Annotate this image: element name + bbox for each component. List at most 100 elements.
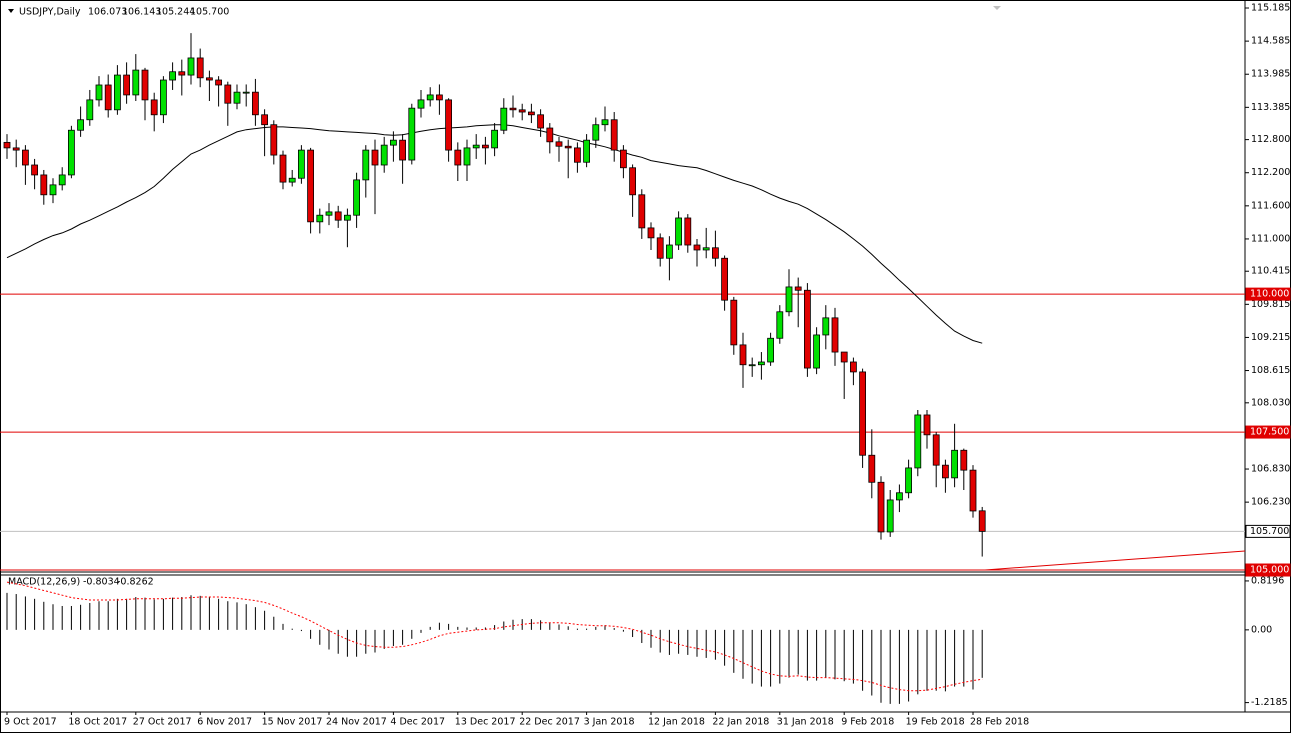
candle-body bbox=[215, 79, 223, 86]
candle-body bbox=[776, 311, 784, 339]
candle-body bbox=[343, 214, 351, 221]
candle-body bbox=[77, 119, 84, 131]
ohlc-close: 105.700 bbox=[190, 7, 229, 18]
candle-body bbox=[960, 449, 968, 471]
candle-body bbox=[454, 149, 462, 166]
x-tick-label: 22 Dec 2017 bbox=[519, 717, 580, 728]
shift-marker bbox=[993, 6, 1001, 10]
candle-body bbox=[417, 99, 425, 109]
trend-line bbox=[984, 550, 1246, 571]
candle-body bbox=[850, 361, 857, 373]
y-tick-label: 109.215 bbox=[1251, 332, 1290, 343]
candle-body bbox=[141, 69, 149, 101]
candle-body bbox=[288, 177, 296, 183]
candle-body bbox=[804, 289, 811, 369]
candle-body bbox=[68, 129, 75, 176]
x-tick-label: 9 Feb 2018 bbox=[841, 717, 894, 728]
x-tick-label: 3 Jan 2018 bbox=[584, 717, 635, 728]
candle-body bbox=[399, 139, 407, 161]
candle-body bbox=[58, 174, 66, 186]
candle-body bbox=[481, 144, 489, 149]
menu-arrow[interactable] bbox=[8, 9, 14, 13]
candle-body bbox=[389, 139, 397, 146]
candle-body bbox=[555, 141, 563, 147]
candle-body bbox=[21, 149, 29, 166]
candle-body bbox=[408, 107, 416, 161]
signal-value: -0.8262 bbox=[117, 577, 154, 588]
candle-body bbox=[518, 109, 526, 113]
x-tick-label: 15 Nov 2017 bbox=[262, 717, 323, 728]
y-tick-label: 111.600 bbox=[1251, 200, 1290, 211]
candle-body bbox=[813, 334, 820, 369]
ohlc-high: 106.143 bbox=[122, 7, 161, 18]
candle-body bbox=[969, 469, 977, 512]
candle-body bbox=[730, 299, 738, 346]
y-tick-label: 106.230 bbox=[1251, 497, 1290, 508]
x-tick-label: 27 Oct 2017 bbox=[133, 717, 192, 728]
x-tick-label: 12 Jan 2018 bbox=[648, 717, 705, 728]
candle-body bbox=[923, 414, 931, 436]
x-tick-label: 24 Nov 2017 bbox=[326, 717, 387, 728]
x-tick-label: 13 Dec 2017 bbox=[455, 717, 516, 728]
candle-body bbox=[463, 147, 471, 166]
candle-body bbox=[592, 124, 600, 141]
x-tick-label: 9 Oct 2017 bbox=[4, 717, 57, 728]
macd-y-tick-label: 0.8196 bbox=[1251, 575, 1284, 586]
y-tick-label: 112.200 bbox=[1251, 167, 1290, 178]
candle-body bbox=[528, 111, 535, 116]
y-tick-label: 114.585 bbox=[1251, 36, 1290, 47]
candle-body bbox=[629, 167, 636, 196]
candle-body bbox=[739, 344, 747, 366]
x-tick-label: 18 Oct 2017 bbox=[68, 717, 127, 728]
y-tick-label: 106.830 bbox=[1251, 464, 1290, 475]
candle-body bbox=[40, 174, 48, 196]
candle-body bbox=[564, 145, 572, 149]
x-tick-label: 19 Feb 2018 bbox=[906, 717, 965, 728]
macd-value: -0.8034 bbox=[83, 577, 120, 588]
candle-body bbox=[86, 99, 94, 121]
y-tick-label: 111.000 bbox=[1251, 233, 1290, 244]
candle-body bbox=[261, 114, 269, 126]
candle-body bbox=[886, 499, 894, 533]
macd-y-tick-label: 0.00 bbox=[1251, 624, 1272, 635]
level-label: 107.500 bbox=[1250, 427, 1289, 438]
candle-body bbox=[656, 237, 664, 259]
candle-body bbox=[546, 127, 554, 143]
candle-body bbox=[877, 481, 885, 533]
candle-body bbox=[978, 510, 986, 532]
candle-body bbox=[666, 244, 673, 259]
candle-body bbox=[426, 94, 434, 101]
candle-body bbox=[537, 114, 544, 129]
macd-signal bbox=[6, 581, 983, 692]
x-tick-label: 6 Nov 2017 bbox=[197, 717, 252, 728]
x-tick-label: 31 Jan 2018 bbox=[777, 717, 834, 728]
ohlc-low: 105.244 bbox=[156, 7, 195, 18]
candle-body bbox=[794, 286, 802, 291]
candle-body bbox=[12, 147, 20, 151]
candle-body bbox=[270, 124, 278, 156]
candle-body bbox=[31, 164, 39, 176]
macd-y-tick-label: -1.2185 bbox=[1251, 697, 1288, 708]
level-label: 105.000 bbox=[1250, 565, 1289, 576]
candle-body bbox=[297, 149, 305, 179]
candle-body bbox=[224, 84, 232, 104]
candle-body bbox=[362, 149, 370, 181]
candle-body bbox=[647, 227, 655, 239]
candle-body bbox=[251, 91, 259, 116]
x-tick-label: 22 Jan 2018 bbox=[712, 717, 769, 728]
candle-body bbox=[123, 74, 130, 96]
candle-body bbox=[942, 464, 949, 479]
candle-body bbox=[638, 194, 646, 229]
candle-body bbox=[509, 107, 517, 111]
candle-body bbox=[169, 71, 177, 81]
level-label: 105.700 bbox=[1250, 526, 1289, 537]
x-tick-label: 28 Feb 2018 bbox=[970, 717, 1029, 728]
candle-body bbox=[767, 337, 774, 363]
candle-body bbox=[914, 414, 922, 469]
macd-title: MACD(12,26,9) bbox=[8, 577, 80, 588]
candle-body bbox=[279, 154, 287, 183]
level-label-box bbox=[1245, 563, 1291, 577]
candle-body bbox=[3, 141, 11, 149]
candle-body bbox=[104, 84, 112, 111]
candle-body bbox=[896, 492, 903, 501]
